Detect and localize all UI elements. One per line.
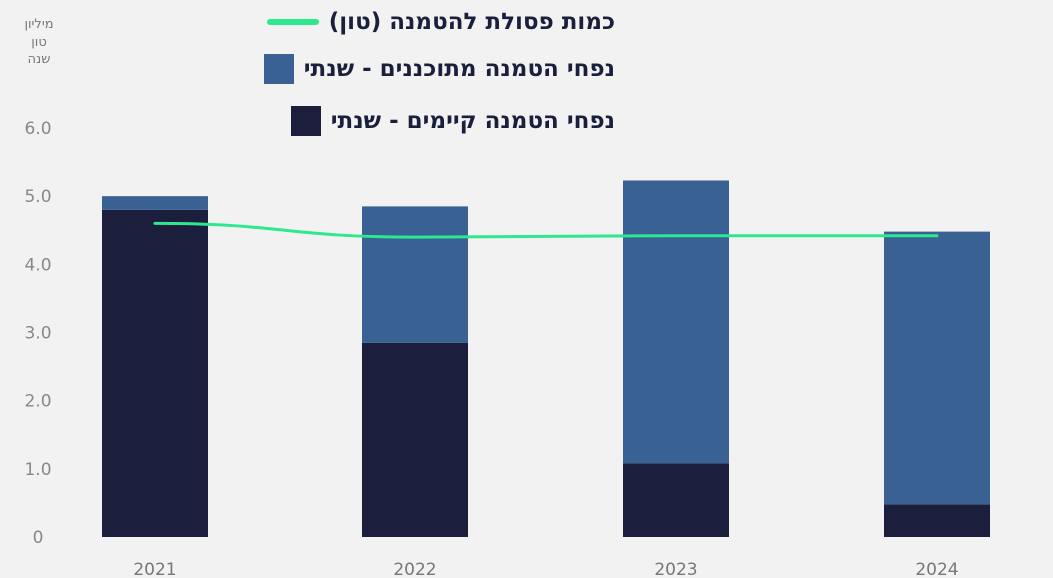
unit-line-1: מיליון (24, 17, 54, 32)
x-tick-label: 2023 (654, 560, 697, 578)
y-tick-label: 6.0 (24, 119, 51, 139)
bar-segment-planned (362, 206, 468, 343)
y-tick-label: 0 (33, 528, 44, 548)
bar-segment-existing (623, 463, 729, 537)
legend-label-waste: כמות פסולת להטמנה (טון) (328, 9, 615, 35)
legend-swatch-planned (263, 54, 294, 84)
legend-swatch-existing (290, 106, 321, 136)
legend-item-existing: נפחי הטמנה קיימים - שנתי (290, 104, 615, 138)
unit-line-3: שנה (27, 52, 51, 68)
bar-segment-planned (102, 196, 208, 210)
y-tick-label: 5.0 (24, 187, 51, 207)
bar-segment-planned (623, 180, 729, 464)
bar-segment-existing (884, 504, 990, 537)
bar-segment-planned (884, 231, 990, 505)
bar-segment-existing (362, 342, 468, 537)
unit-line-2: טון (31, 34, 47, 50)
x-tick-label: 2024 (915, 560, 958, 578)
legend-swatch-waste (266, 19, 319, 25)
bar-segment-existing (102, 209, 208, 538)
x-tick-label: 2021 (133, 560, 176, 578)
y-tick-label: 1.0 (24, 460, 51, 480)
legend-item-planned: נפחי הטמנה מתוכננים - שנתי (263, 52, 615, 86)
y-axis-unit-label: מיליון טון שנה (8, 16, 70, 69)
x-tick-label: 2022 (393, 560, 436, 578)
legend-item-waste-line: כמות פסולת להטמנה (טון) (266, 5, 615, 39)
legend-label-existing: נפחי הטמנה קיימים - שנתי (330, 108, 615, 134)
y-tick-label: 3.0 (24, 324, 51, 344)
y-tick-label: 4.0 (24, 255, 51, 275)
waste-amount-line (153, 221, 939, 239)
y-tick-label: 2.0 (24, 392, 51, 412)
legend-label-planned: נפחי הטמנה מתוכננים - שנתי (303, 56, 615, 82)
